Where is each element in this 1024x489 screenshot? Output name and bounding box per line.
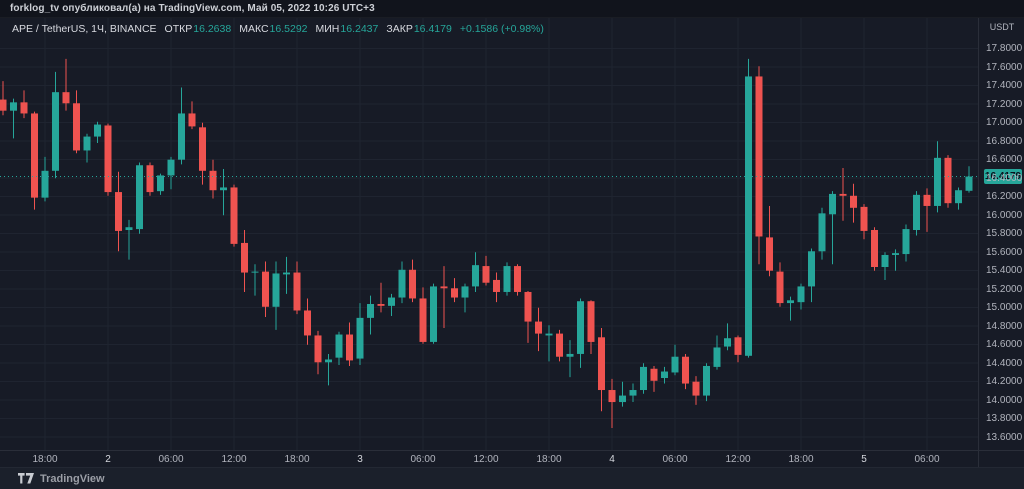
tradingview-logo-icon — [18, 473, 34, 484]
open-label: ОТКР — [164, 23, 193, 35]
price-tick-label: 14.8000 — [986, 320, 1023, 332]
time-tick-label: 4 — [609, 454, 615, 465]
price-tick-label: 15.4000 — [986, 265, 1023, 277]
price-tick-label: 14.2000 — [986, 376, 1023, 388]
attribution-bar: forklog_tv опубликовал(а) на TradingView… — [0, 0, 1024, 18]
time-tick-label: 12:00 — [473, 454, 499, 465]
axis-unit-usdt: USDT — [989, 22, 1015, 32]
low-value: 16.2437 — [340, 23, 379, 35]
price-tick-label: 17.6000 — [986, 61, 1023, 73]
price-tick-label: 15.8000 — [986, 228, 1023, 240]
price-tick-label: 16.0000 — [986, 209, 1023, 221]
price-tick-label: 14.4000 — [986, 357, 1023, 369]
time-tick-label: 18:00 — [32, 454, 58, 465]
close-label: ЗАКР — [386, 23, 413, 35]
price-tick-label: 14.0000 — [986, 394, 1023, 406]
time-tick-label: 18:00 — [284, 454, 310, 465]
last-price-badge: 16.4179 — [984, 169, 1022, 185]
low-label: МИН — [315, 23, 340, 35]
time-tick-label: 12:00 — [725, 454, 751, 465]
price-tick-label: 17.8000 — [986, 43, 1023, 55]
time-tick-label: 06:00 — [914, 454, 940, 465]
time-axis-corner — [978, 450, 1024, 467]
ohlc-low: МИН 16.2437 — [316, 23, 379, 35]
high-label: МАКС — [239, 23, 269, 35]
price-tick-label: 13.6000 — [986, 431, 1023, 443]
time-tick-label: 06:00 — [662, 454, 688, 465]
time-tick-label: 06:00 — [158, 454, 184, 465]
price-tick-label: 16.8000 — [986, 135, 1023, 147]
time-tick-label: 3 — [357, 454, 363, 465]
ohlc-high: МАКС 16.5292 — [239, 23, 307, 35]
time-tick-label: 18:00 — [536, 454, 562, 465]
price-tick-label: 17.2000 — [986, 98, 1023, 110]
price-tick-label: 17.4000 — [986, 80, 1023, 92]
close-value: 16.4179 — [413, 23, 452, 35]
price-tick-label: 15.2000 — [986, 283, 1023, 295]
price-axis[interactable]: USDT 16.4179 17.8000 17.6000 17.4000 17.200… — [978, 18, 1024, 450]
time-tick-label: 06:00 — [410, 454, 436, 465]
price-tick-label: 14.6000 — [986, 339, 1023, 351]
symbol-legend: APE / TetherUS, 1Ч, BINANCE ОТКР 16.2638 … — [12, 22, 544, 36]
tradingview-link[interactable]: TradingView — [18, 473, 105, 485]
footer-bar: TradingView — [0, 467, 1024, 489]
price-tick-label: 13.8000 — [986, 413, 1023, 425]
symbol-title: APE / TetherUS, 1Ч, BINANCE — [12, 23, 157, 35]
price-tick-label: 16.2000 — [986, 191, 1023, 203]
ohlc-close: ЗАКР 16.4179 — [386, 23, 451, 35]
tradingview-brand-text: TradingView — [40, 472, 105, 485]
time-tick-label: 2 — [105, 454, 111, 465]
high-value: 16.5292 — [269, 23, 308, 35]
price-tick-label: 15.0000 — [986, 302, 1023, 314]
time-tick-label: 12:00 — [221, 454, 247, 465]
price-tick-label: 17.0000 — [986, 117, 1023, 129]
time-tick-label: 18:00 — [788, 454, 814, 465]
price-tick-label: 16.6000 — [986, 154, 1023, 166]
change-value: +0.1586 (+0.98%) — [459, 23, 544, 35]
attribution-text: forklog_tv опубликовал(а) на TradingView… — [10, 3, 375, 14]
price-tick-label: 16.4000 — [986, 172, 1023, 184]
price-tick-label: 15.6000 — [986, 246, 1023, 258]
time-tick-label: 5 — [861, 454, 867, 465]
time-axis[interactable]: 18:00 2 06:00 12:00 18:00 3 06:00 12:00 18:00 4 06… — [0, 450, 978, 467]
open-value: 16.2638 — [193, 23, 232, 35]
ohlc-open: ОТКР 16.2638 — [165, 23, 232, 35]
